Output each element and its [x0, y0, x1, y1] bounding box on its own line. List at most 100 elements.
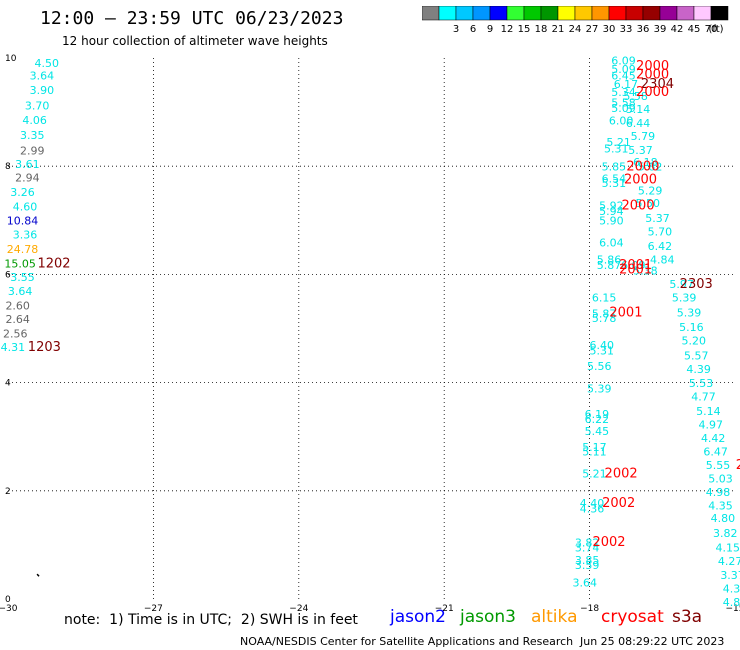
scale-label: 39: [654, 24, 667, 35]
scale-label: 30: [603, 24, 616, 35]
footer-timestamp: Jun 25 08:29:22 UTC 2023: [580, 635, 725, 648]
lon-tick-label: −27: [144, 604, 163, 614]
lon-tick-label: −18: [580, 604, 599, 614]
wave-height-reading: 5.37: [645, 212, 670, 225]
pass-time-label: 1202: [37, 256, 70, 271]
wave-height-reading: 5.56: [587, 360, 612, 373]
wave-height-reading: 2.64: [5, 313, 30, 326]
satellite-jason2: jason2: [390, 607, 446, 627]
wave-height-reading: 3.82: [713, 527, 738, 540]
wave-height-reading: 24.78: [7, 243, 39, 256]
wave-height-reading: 3.55: [10, 271, 35, 284]
wave-height-reading: 5.09: [611, 63, 636, 76]
scale-label: 33: [620, 24, 633, 35]
scale-label: 9: [487, 24, 493, 35]
wave-height-reading: 3.85: [575, 554, 600, 567]
wave-height-reading: 4.38: [723, 583, 740, 596]
pass-time-label: 2001: [619, 258, 652, 273]
satellite-s3a: s3a: [672, 607, 703, 627]
lon-tick-label: −30: [0, 604, 18, 614]
wave-height-reading: 3.36: [13, 229, 38, 242]
wave-height-reading: 5.20: [682, 335, 707, 348]
pass-time-label: 2000: [636, 68, 669, 83]
wave-height-reading: 4.15: [715, 541, 740, 554]
wave-height-reading: 2.60: [5, 300, 30, 313]
wave-height-reading: 4.27: [718, 555, 740, 568]
wave-height-reading: 3.64: [573, 577, 598, 590]
wave-height-reading: 6.15: [592, 291, 617, 304]
pass-time-label: 2000: [624, 173, 657, 188]
wave-height-reading: 3.64: [8, 285, 33, 298]
wave-height-reading: 5.85: [602, 161, 627, 174]
island-mark: [36, 573, 40, 577]
scale-label: 24: [569, 24, 582, 35]
wave-height-reading: 6.19: [585, 408, 610, 421]
scale-label: 6: [470, 24, 476, 35]
lon-tick-label: −15: [726, 604, 740, 614]
wave-height-reading: 5.21: [606, 136, 631, 149]
wave-height-reading: 5.17: [582, 441, 607, 454]
wave-height-reading: 5.87: [592, 308, 617, 321]
wave-height-reading: 6.18: [633, 156, 658, 169]
wave-height-reading: 5.92: [599, 199, 624, 212]
wave-height-reading: 6.00: [609, 115, 634, 128]
lon-tick-label: −24: [289, 604, 308, 614]
scale-label: 12: [501, 24, 514, 35]
scale-label: 21: [552, 24, 565, 35]
wave-height-reading: 6.44: [626, 117, 651, 130]
wave-height-reading: 5.09: [611, 102, 636, 115]
wave-height-reading: 5.55: [706, 459, 731, 472]
footer-credit: NOAA/NESDIS Center for Satellite Applica…: [240, 635, 574, 648]
lat-tick-label: 4: [5, 379, 11, 389]
wave-height-reading: 6.22: [585, 413, 610, 426]
wave-height-reading: 5.94: [599, 205, 624, 218]
wave-height-reading: 5.45: [585, 425, 610, 438]
wave-height-reading: 3.90: [30, 84, 55, 97]
wave-height-reading: 5.70: [648, 225, 673, 238]
wave-height-reading: 4.06: [22, 114, 47, 127]
wave-height-reading: 5.57: [684, 349, 709, 362]
wave-height-reading: 6.40: [589, 339, 614, 352]
wave-height-reading: 6.09: [611, 54, 636, 67]
wave-height-reading: 5.82: [638, 161, 663, 174]
satellite-altika: altika: [531, 607, 578, 627]
wave-height-reading: 3.64: [30, 70, 55, 83]
page-title: 12:00 – 23:59 UTC 06/23/2023: [40, 8, 344, 29]
wave-height-reading: 4.98: [706, 486, 731, 499]
wave-height-reading: 3.82: [575, 537, 600, 550]
wave-height-reading: 5.38: [633, 264, 658, 277]
wave-height-reading: 4.42: [701, 432, 726, 445]
page-subtitle: 12 hour collection of altimeter wave hei…: [62, 34, 328, 48]
lat-tick-label: 10: [5, 54, 17, 64]
pass-time-label: 1203: [28, 340, 61, 355]
wave-height-reading: 10.84: [7, 215, 39, 228]
wave-height-reading: 6.17: [614, 78, 639, 91]
lon-tick-label: −21: [435, 604, 454, 614]
lat-tick-label: 6: [5, 270, 11, 280]
wave-height-reading: 4.80: [711, 512, 736, 525]
wave-height-reading: 4.39: [686, 363, 711, 376]
pass-time-label: 2000: [626, 160, 659, 175]
pass-time-label: 2303: [680, 277, 713, 292]
wave-height-reading: 5.39: [677, 307, 702, 320]
scale-unit: (ft): [708, 24, 723, 35]
wave-height-reading: 2.99: [20, 144, 45, 157]
wave-height-reading: 5.53: [689, 377, 714, 390]
wave-height-reading: 4.77: [691, 390, 716, 403]
wave-height-reading: 5.31: [604, 143, 629, 156]
scale-swatch: [710, 6, 729, 21]
wave-height-reading: 5.03: [708, 473, 733, 486]
wave-height-reading: 3.70: [25, 99, 50, 112]
wave-height-reading: 5.16: [679, 321, 704, 334]
wave-height-reading: 3.37: [720, 569, 740, 582]
wave-height-reading: 3.74: [575, 541, 600, 554]
pass-time-label: 2000: [636, 59, 669, 74]
lat-tick-label: 2: [5, 487, 11, 497]
wave-height-reading: 6.47: [703, 446, 728, 459]
scale-label: 42: [671, 24, 684, 35]
pass-time-label: 2002: [602, 496, 635, 511]
pass-time-label: 2001: [619, 262, 652, 277]
wave-height-reading: 4.60: [13, 201, 38, 214]
wave-height-reading: 6.45: [611, 70, 636, 83]
wave-height-reading: 4.84: [650, 254, 675, 267]
